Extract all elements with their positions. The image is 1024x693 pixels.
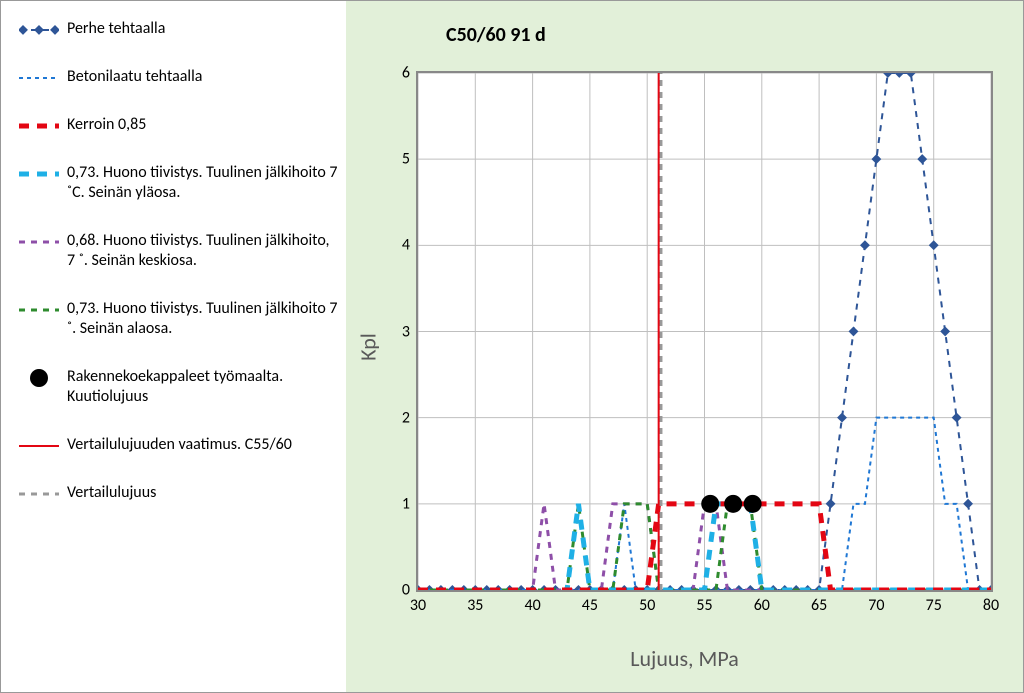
legend-item: 0,68. Huono tiivistys. Tuulinen jälkihoi…: [19, 231, 338, 271]
x-tick: 35: [467, 596, 483, 615]
y-tick: 5: [402, 150, 410, 169]
legend-item: Betonilaatu tehtaalla: [19, 67, 338, 87]
legend-label: Vertailulujuus: [67, 483, 338, 503]
legend-label: Perhe tehtaalla: [67, 19, 338, 39]
legend-item: Rakennekoekappaleet työmaalta. Kuutioluj…: [19, 367, 338, 407]
legend-swatch: [19, 117, 59, 135]
legend-swatch: [19, 437, 59, 455]
legend-label: 0,68. Huono tiivistys. Tuulinen jälkihoi…: [67, 231, 338, 271]
y-tick: 2: [402, 408, 410, 427]
x-tick: 80: [983, 596, 999, 615]
x-tick: 55: [696, 596, 712, 615]
legend-item: 0,73. Huono tiivistys. Tuulinen jälkihoi…: [19, 163, 338, 203]
x-tick: 60: [754, 596, 770, 615]
y-axis-label: Kpl: [355, 333, 382, 361]
plot-area: 30354045505560657075800123456: [416, 71, 993, 592]
y-tick: 4: [402, 236, 410, 255]
legend-label: Kerroin 0,85: [67, 115, 338, 135]
legend-item: Kerroin 0,85: [19, 115, 338, 135]
chart-container: Perhe tehtaalla Betonilaatu tehtaalla Kerr…: [0, 0, 1024, 693]
legend-label: 0,73. Huono tiivistys. Tuulinen jälkihoi…: [67, 299, 338, 339]
legend-swatch: [19, 233, 59, 251]
chart-title: C50/60 91 d: [446, 23, 546, 47]
legend-item: Perhe tehtaalla: [19, 19, 338, 39]
legend-swatch: [19, 165, 59, 183]
x-tick: 65: [811, 596, 827, 615]
legend-swatch: [19, 301, 59, 319]
y-tick: 6: [402, 64, 410, 83]
legend-label: 0,73. Huono tiivistys. Tuulinen jälkihoi…: [67, 163, 338, 203]
legend-label: Betonilaatu tehtaalla: [67, 67, 338, 87]
x-tick: 45: [582, 596, 598, 615]
y-tick: 1: [402, 494, 410, 513]
legend-swatch: [19, 369, 59, 387]
x-tick: 30: [410, 596, 426, 615]
x-axis-label: Lujuus, MPa: [630, 645, 739, 672]
legend-item: Vertailulujuus: [19, 483, 338, 503]
chart-area: C50/60 91 d Kpl Lujuus, MPa 303540455055…: [346, 1, 1023, 692]
y-tick: 0: [402, 581, 410, 600]
legend-swatch: [19, 21, 59, 39]
legend-panel: Perhe tehtaalla Betonilaatu tehtaalla Kerr…: [1, 1, 346, 692]
x-tick: 75: [926, 596, 942, 615]
x-tick: 50: [639, 596, 655, 615]
legend-item: Vertailulujuuden vaatimus. C55/60: [19, 435, 338, 455]
legend-label: Vertailulujuuden vaatimus. C55/60: [67, 435, 338, 455]
x-tick: 40: [524, 596, 540, 615]
legend-item: 0,73. Huono tiivistys. Tuulinen jälkihoi…: [19, 299, 338, 339]
legend-label: Rakennekoekappaleet työmaalta. Kuutioluj…: [67, 367, 338, 407]
legend-swatch: [19, 69, 59, 87]
legend-swatch: [19, 485, 59, 503]
y-tick: 3: [402, 322, 410, 341]
x-tick: 70: [868, 596, 884, 615]
